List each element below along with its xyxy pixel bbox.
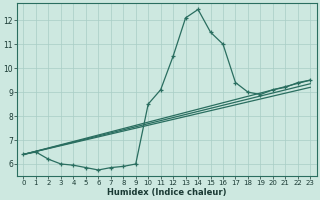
X-axis label: Humidex (Indice chaleur): Humidex (Indice chaleur)	[107, 188, 227, 197]
